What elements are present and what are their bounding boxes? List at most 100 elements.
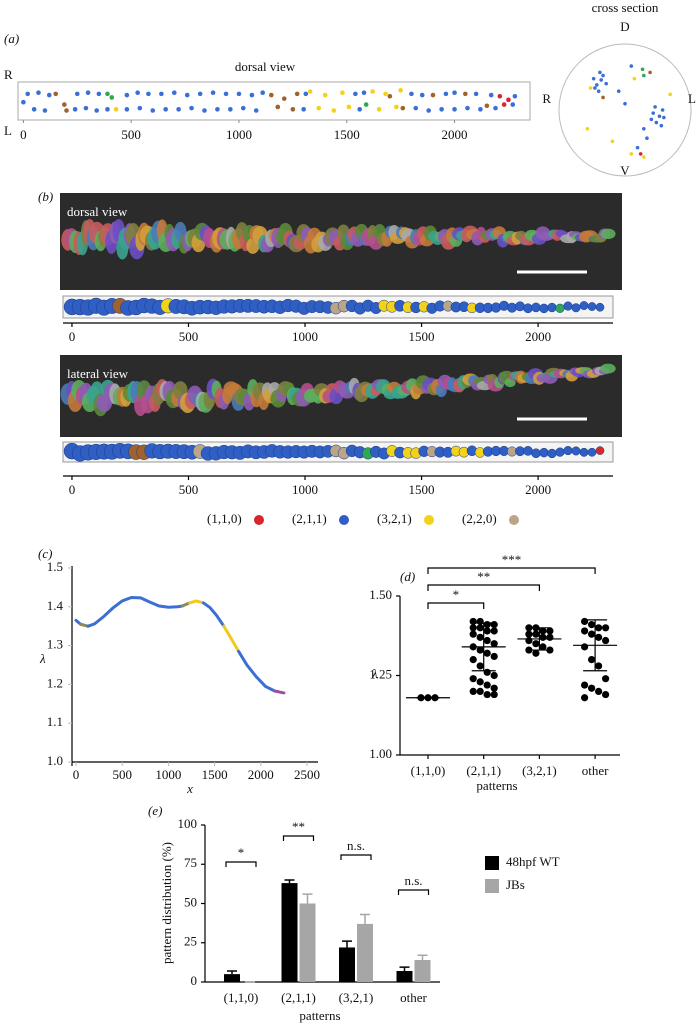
significance-bracket (397, 889, 430, 895)
significance-label: ** (477, 569, 490, 584)
legend-swatch (485, 856, 499, 870)
point (171, 90, 177, 95)
plot-frame (17, 81, 531, 121)
point (113, 107, 119, 112)
point (42, 108, 48, 113)
error-bar (399, 966, 410, 972)
point (260, 90, 265, 95)
x-tick-label: 0 (73, 767, 80, 782)
point (601, 73, 605, 78)
point (668, 92, 672, 97)
point (463, 91, 468, 97)
significance-label: n.s. (347, 838, 365, 853)
cell-sphere (595, 302, 605, 312)
panel-label: (a) (4, 31, 19, 46)
point (651, 111, 656, 115)
bar (224, 974, 240, 982)
significance-bracket (340, 854, 372, 860)
point (469, 624, 477, 632)
point (340, 90, 345, 95)
x-tick-label: 2500 (294, 767, 320, 782)
x-tick-label: other (400, 990, 427, 1005)
point (469, 687, 477, 696)
point (124, 107, 130, 112)
point (490, 640, 498, 648)
legend-swatch (339, 515, 349, 525)
significance-bracket (225, 861, 257, 867)
point (497, 93, 503, 99)
point (602, 690, 610, 699)
point (31, 107, 37, 112)
x-tick-label: 0 (69, 482, 76, 497)
point (452, 107, 457, 112)
significance-label: *** (502, 552, 522, 567)
point (642, 127, 646, 131)
point (490, 621, 498, 629)
x-tick-label: 500 (179, 482, 199, 497)
chart-title: cross section (592, 0, 659, 15)
point (657, 114, 662, 119)
legend-swatch (485, 879, 499, 893)
y-tick-label: 1.1 (47, 714, 63, 729)
cell-sphere (555, 303, 565, 313)
cell-sphere (579, 301, 589, 311)
panel-label: (b) (38, 189, 53, 204)
point (539, 643, 547, 651)
line-segment (188, 599, 206, 605)
point (638, 152, 643, 156)
point (124, 92, 130, 98)
point (585, 127, 590, 131)
cell-sphere (547, 302, 557, 313)
error-bar (227, 970, 237, 975)
view-label: lateral view (67, 366, 129, 381)
point (601, 95, 605, 100)
point (490, 671, 498, 680)
bar (414, 960, 431, 982)
y-tick-label: 1.25 (369, 666, 392, 681)
point (629, 64, 634, 68)
y-tick-label: 1.4 (47, 598, 64, 613)
x-tick-label: 1000 (292, 329, 318, 344)
point (510, 102, 516, 107)
point (85, 90, 91, 95)
point (307, 89, 313, 94)
point (588, 621, 596, 629)
direction-label: D (620, 19, 629, 34)
x-axis-label: patterns (476, 778, 517, 793)
side-label: L (4, 123, 12, 138)
direction-label: R (542, 91, 551, 106)
point (483, 649, 491, 657)
point (660, 108, 665, 112)
point (394, 104, 399, 110)
point (189, 105, 194, 111)
legend-label: (2,1,1) (292, 511, 327, 526)
point (363, 102, 369, 107)
x-tick-label: 2000 (525, 482, 551, 497)
x-axis-label: x (186, 781, 193, 796)
cell-sphere (587, 447, 597, 457)
point (525, 636, 533, 645)
point (546, 633, 554, 641)
legend-label: (3,2,1) (377, 511, 412, 526)
legend-swatch (424, 515, 434, 525)
point (387, 93, 393, 99)
point (476, 662, 484, 670)
point (581, 681, 589, 689)
x-tick-label: 500 (121, 127, 141, 142)
point (662, 115, 666, 120)
point (490, 652, 498, 661)
x-tick-label: (2,1,1) (466, 763, 501, 778)
point (493, 105, 498, 111)
point (490, 627, 498, 635)
error-bar (417, 954, 428, 961)
cell-sphere (579, 447, 589, 457)
point (383, 91, 388, 97)
line-segment (86, 595, 184, 628)
point (439, 107, 444, 112)
point (476, 678, 484, 686)
point (532, 649, 540, 657)
point (430, 92, 436, 98)
point (62, 102, 67, 107)
bar (339, 947, 355, 982)
